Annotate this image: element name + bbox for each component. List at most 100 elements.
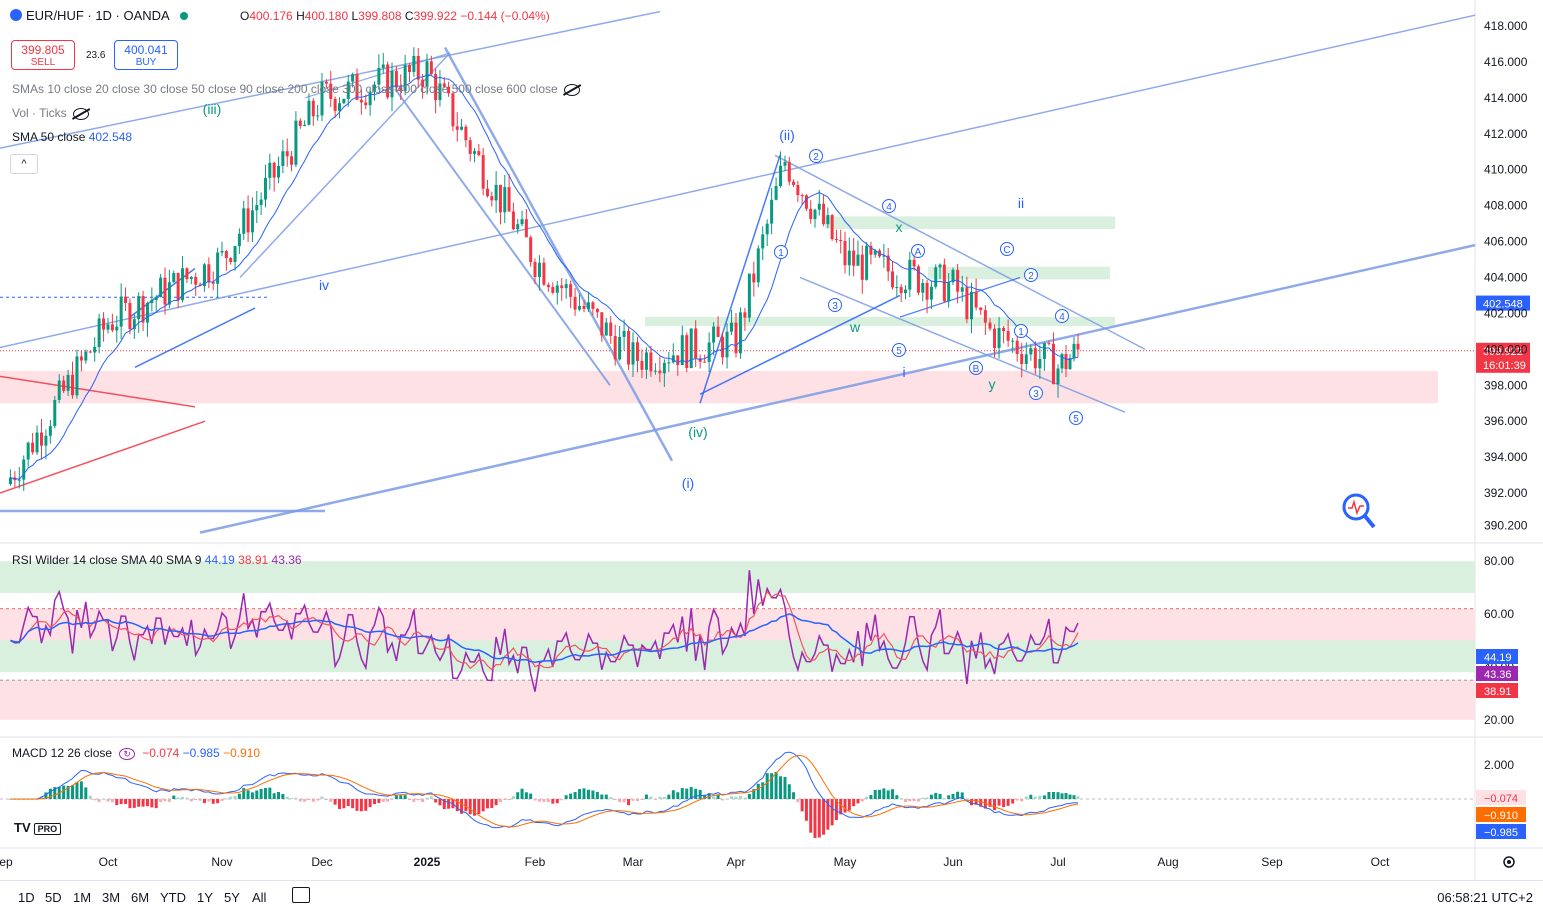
settings-gear-icon[interactable] [1503, 856, 1515, 868]
macd-legend[interactable]: MACD 12 26 close ↻ −0.074 −0.985 −0.910 [12, 746, 260, 760]
macd-histogram-bar [250, 792, 254, 799]
macd-histogram-bar [834, 799, 838, 821]
vol-hidden-eye-icon[interactable] [72, 107, 89, 120]
candle-body [75, 356, 79, 396]
macd-histogram-bar [934, 792, 938, 799]
range-ytd-button[interactable]: YTD [160, 890, 186, 905]
candle-body [676, 355, 680, 366]
candle-body [822, 203, 826, 225]
tradingview-logo[interactable]: TV PRO [14, 820, 62, 835]
macd-histogram-bar [586, 789, 590, 799]
candle-body [333, 98, 337, 111]
candle-body [988, 322, 992, 329]
price-axis-tick: 418.000 [1484, 19, 1528, 33]
candle-body [1068, 358, 1072, 370]
wave-circle [911, 244, 925, 258]
time-axis-tick: May [834, 855, 857, 869]
range-all-button[interactable]: All [252, 890, 267, 905]
macd-histogram-bar [694, 788, 698, 799]
buy-button[interactable]: 400.041 BUY [114, 40, 178, 70]
wave-label: x [896, 219, 903, 235]
sell-button[interactable]: 399.805 SELL [11, 40, 75, 70]
wave-number: 4 [1059, 312, 1065, 323]
smas-legend[interactable]: SMAs 10 close 20 close 30 close 50 close… [12, 82, 580, 96]
candle-body [765, 223, 769, 235]
vol-legend[interactable]: Vol · Ticks [12, 106, 89, 120]
macd-histogram-bar [259, 788, 263, 799]
candle-body [916, 266, 920, 293]
time-axis-tick: 2025 [414, 855, 441, 869]
sma50-legend[interactable]: SMA 50 close 402.548 [12, 130, 132, 144]
candle-body [847, 250, 851, 266]
macd-histogram-bar [377, 799, 381, 803]
macd-histogram-bar [355, 799, 359, 811]
symbol-name: EUR/HUF · 1D · OANDA [26, 8, 170, 23]
candle-body [813, 209, 817, 220]
macd-histogram-bar [685, 788, 689, 799]
candle-body [145, 302, 149, 323]
candle-body [494, 184, 498, 201]
macd-histogram-bar [390, 798, 394, 800]
macd-histogram-bar [618, 799, 622, 803]
macd-histogram-bar [224, 798, 228, 800]
range-1d-button[interactable]: 1D [18, 890, 35, 905]
candle-body [290, 156, 294, 165]
macd-histogram-bar [285, 796, 289, 799]
candle-body [908, 259, 912, 290]
candle-body [658, 370, 662, 374]
macd-refresh-icon[interactable]: ↻ [119, 748, 135, 760]
macd-histogram-bar [752, 789, 756, 799]
macd-histogram-bar [604, 794, 608, 799]
candle-body [703, 361, 707, 363]
macd-histogram-bar [555, 799, 559, 804]
macd-histogram-bar [351, 799, 355, 809]
candle-body [124, 296, 128, 303]
buy-label: BUY [135, 57, 157, 68]
collapse-legend-button[interactable]: ^ [10, 154, 38, 174]
utc-clock[interactable]: 06:58:21 UTC+2 [1437, 890, 1533, 905]
macd-histogram-bar [564, 795, 568, 799]
candle-body [640, 360, 644, 370]
ohlc-change: −0.144 (−0.04%) [460, 9, 550, 23]
rsi-overbought-zone [0, 561, 1475, 593]
macd-histogram-bar [537, 799, 541, 802]
candle-body [680, 335, 684, 366]
candle-body [163, 277, 167, 305]
range-1y-button[interactable]: 1Y [197, 890, 213, 905]
last-price-tag [1476, 342, 1530, 373]
macd-histogram-bar [211, 799, 215, 804]
trend-line [394, 88, 611, 386]
macd-histogram-bar [324, 799, 328, 800]
symbol-title[interactable]: EUR/HUF · 1D · OANDA [10, 8, 198, 23]
hidden-eye-icon[interactable] [563, 83, 580, 96]
rsi-value-tag [1476, 649, 1518, 664]
range-5d-button[interactable]: 5D [45, 890, 62, 905]
candle-body [150, 299, 154, 303]
candle-body [667, 362, 671, 364]
macd-histogram-bar [399, 795, 403, 799]
trend-line [0, 420, 206, 494]
candle-body [1024, 354, 1028, 365]
candle-body [8, 477, 12, 485]
macd-histogram-bar [662, 796, 666, 799]
candle-body [834, 239, 838, 241]
candle-body [929, 286, 933, 300]
macd-histogram-bar [878, 789, 882, 799]
date-range-calendar-icon[interactable] [292, 887, 310, 903]
range-1m-button[interactable]: 1M [73, 890, 92, 905]
candle-body [66, 374, 70, 391]
candle-body [451, 93, 455, 127]
candle-body [865, 245, 869, 280]
candle-body [743, 312, 747, 318]
macd-histogram-bar [839, 799, 843, 815]
macd-histogram-bar [609, 797, 613, 799]
range-3m-button[interactable]: 3M [102, 890, 121, 905]
zoom-magnifier-icon[interactable] [1342, 493, 1376, 529]
range-5y-button[interactable]: 5Y [224, 890, 240, 905]
range-6m-button[interactable]: 6M [131, 890, 150, 905]
rsi-legend[interactable]: RSI Wilder 14 close SMA 40 SMA 9 44.19 3… [12, 553, 302, 567]
macd-histogram-bar [843, 799, 847, 813]
candle-body [399, 87, 403, 92]
trend-line [239, 52, 451, 279]
